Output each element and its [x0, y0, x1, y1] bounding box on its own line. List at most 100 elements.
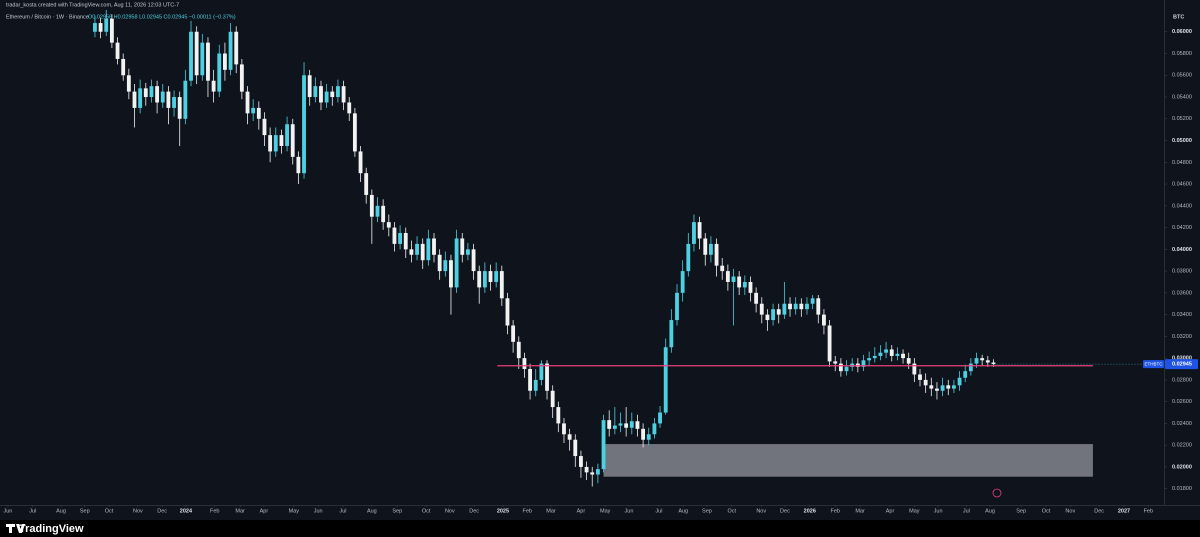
candle-body — [268, 135, 273, 152]
y-tick-label: 0.04600 — [1172, 182, 1192, 188]
candle-body — [680, 271, 685, 293]
x-tick-label: Sep — [702, 508, 712, 514]
axis-unit: BTC — [1173, 14, 1184, 20]
y-tick-label: 0.02400 — [1172, 421, 1192, 427]
candle-body — [415, 243, 419, 255]
candle-body — [641, 428, 646, 440]
candle-body — [595, 469, 600, 475]
x-tick-label: Jun — [625, 508, 634, 514]
candle-body — [810, 298, 815, 304]
candle-body — [799, 303, 804, 310]
candle-body — [494, 271, 499, 282]
x-tick-label: May — [289, 508, 300, 514]
candle-body — [369, 194, 374, 217]
candle-body — [189, 31, 193, 81]
x-tick-label: Dec — [469, 508, 479, 514]
candle-body — [443, 260, 448, 272]
x-tick-label: Jul — [29, 508, 36, 514]
candle-body — [686, 243, 691, 272]
candle-body — [245, 91, 250, 114]
x-tick-label: Sep — [80, 508, 90, 514]
logo-mark — [6, 524, 25, 533]
candle-body — [454, 238, 459, 288]
candle-body — [341, 86, 346, 103]
y-tick-label: 0.02800 — [1172, 377, 1192, 383]
candle-body — [336, 86, 340, 98]
y-tick-label: 0.03800 — [1172, 269, 1192, 275]
candle-body — [974, 358, 979, 364]
candle-body — [816, 298, 821, 315]
y-tick-label: 0.02600 — [1172, 399, 1192, 405]
candle-body — [499, 271, 504, 299]
candle-body — [222, 53, 227, 70]
candle-body — [403, 233, 408, 250]
candle-body — [929, 385, 934, 389]
event-icon[interactable] — [992, 488, 1002, 498]
candle-body — [776, 309, 781, 315]
candle-body — [658, 412, 662, 424]
candle-body — [889, 349, 894, 356]
x-tick-label: Aug — [678, 508, 688, 514]
candle-body — [725, 271, 730, 282]
candle-body — [98, 23, 103, 32]
candle-body — [550, 390, 555, 408]
candle-body — [460, 238, 465, 255]
candle-body — [381, 205, 386, 223]
candle-body — [228, 31, 233, 70]
candle-body — [296, 156, 301, 174]
candle-body — [878, 352, 883, 356]
brand-logo: TradingView — [6, 523, 84, 535]
candle-body — [771, 309, 775, 321]
candle-body — [262, 118, 267, 136]
x-tick-label: Apr — [577, 508, 586, 514]
candle-body — [155, 86, 160, 103]
x-tick-label: Aug — [367, 508, 377, 514]
candle-body — [482, 271, 487, 288]
candle-body — [742, 281, 747, 288]
candle-body — [579, 456, 583, 467]
candle-body — [935, 388, 939, 391]
candle-body — [703, 238, 708, 255]
x-tick-label: Dec — [1094, 508, 1104, 514]
x-tick-label: Dec — [157, 508, 167, 514]
candle-body — [697, 222, 702, 239]
y-tick-label: 0.03200 — [1172, 334, 1192, 340]
candle-body — [895, 353, 900, 356]
candle-body — [256, 107, 261, 119]
candle-body — [635, 421, 640, 429]
x-tick-label: 2024 — [180, 508, 193, 514]
candle-body — [833, 361, 838, 364]
credit: tradar_kosta created with TradingView.co… — [6, 2, 179, 8]
y-tick-label: 0.04400 — [1172, 203, 1192, 209]
x-tick-label: Apr — [886, 508, 895, 514]
x-tick-label: Feb — [1144, 508, 1153, 514]
brand-name: TradingView — [19, 523, 84, 535]
x-tick-label: May — [909, 508, 920, 514]
candle-body — [822, 314, 826, 326]
candle-body — [567, 434, 572, 440]
candle-body — [426, 238, 431, 261]
candle-body — [511, 325, 516, 342]
y-tick-label: 0.04000 — [1172, 247, 1192, 253]
candle-body — [324, 91, 329, 103]
candle-body — [720, 265, 725, 272]
candle-body — [884, 349, 889, 353]
candle-body — [313, 86, 318, 98]
x-tick-label: Feb — [523, 508, 532, 514]
candle-body — [392, 227, 397, 244]
candle-body — [669, 320, 674, 348]
x-tick-label: Nov — [133, 508, 143, 514]
candle-body — [285, 124, 289, 146]
candle-body — [132, 91, 137, 108]
x-tick-label: Jul — [963, 508, 970, 514]
candle-body — [562, 423, 566, 435]
candle-body — [918, 374, 922, 380]
y-tick-label: 0.03400 — [1172, 312, 1192, 318]
plot-area — [93, 10, 1163, 487]
candle-body — [844, 366, 849, 372]
candle-body — [386, 222, 391, 228]
candle-body — [465, 249, 470, 255]
x-tick-label: Oct — [105, 508, 114, 514]
candle-body — [358, 151, 363, 174]
x-tick-label: Nov — [756, 508, 766, 514]
